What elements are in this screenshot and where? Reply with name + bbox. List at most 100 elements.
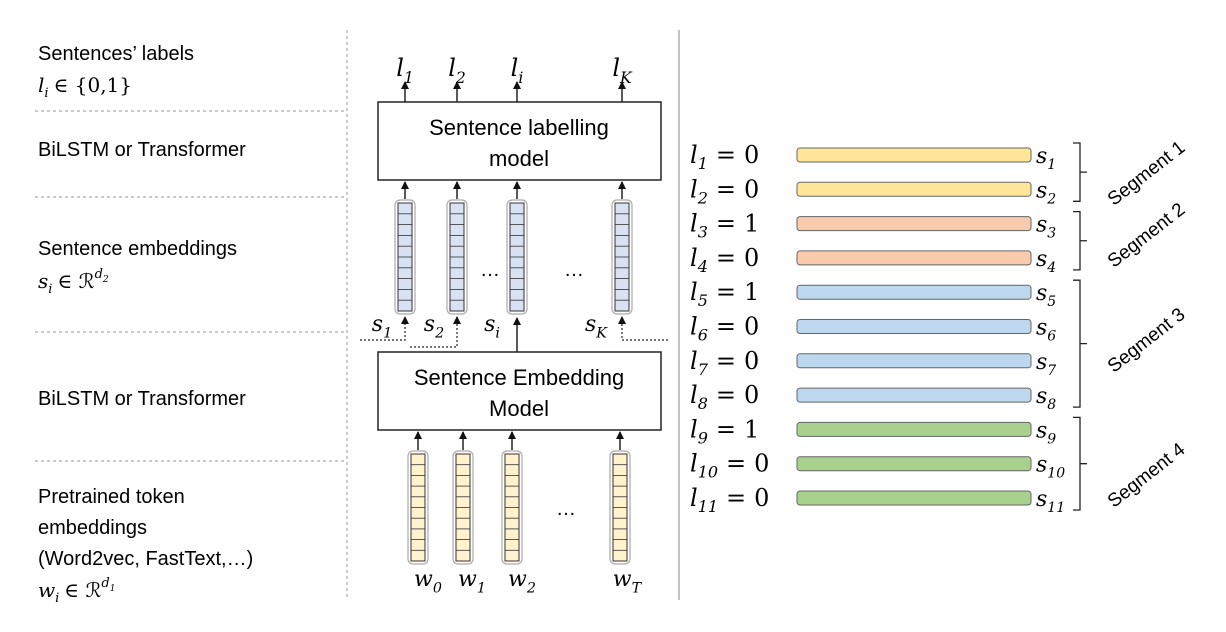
- token-vector-labels: w0 w1 w2 wT: [414, 567, 643, 597]
- token-to-model-arrows: [414, 431, 624, 450]
- embedding-model-line2: Model: [489, 396, 549, 421]
- segment-row: l10 = 0 s10: [690, 450, 1065, 482]
- sentence-embeddings-formula: si ∈ ℛd2: [38, 267, 109, 297]
- sentence-vector-K: [611, 199, 633, 315]
- labelling-model-line1: Sentence labelling: [429, 115, 609, 140]
- output-label-l1: l1: [396, 54, 414, 87]
- token-vectors: [407, 450, 631, 565]
- row-sentence-label: s7: [1036, 350, 1056, 379]
- segment-row: l6 = 0 s6: [690, 313, 1056, 345]
- token-embeddings-formula: wi ∈ ℛd1: [38, 576, 115, 606]
- row-label-equation: l2 = 0: [690, 175, 759, 207]
- sentence-vector-1: [394, 199, 416, 315]
- row-label-equation: l1 = 0: [690, 141, 759, 173]
- segment-row: l1 = 0 s1: [690, 141, 1056, 173]
- token-vector-0: [407, 450, 429, 565]
- sentence-vectors: [394, 199, 633, 315]
- sentence-vector-i: [506, 199, 528, 315]
- embedding-encoder-title: BiLSTM or Transformer: [38, 388, 246, 410]
- sentence-bar: [796, 387, 1032, 403]
- token-vector-T: [609, 450, 631, 565]
- sentence-label-si: si: [484, 312, 500, 342]
- row-sentence-label: s9: [1036, 418, 1056, 447]
- segment-bracket: [1073, 210, 1087, 271]
- token-vector-2: [501, 450, 523, 565]
- token-vector-1: [452, 450, 474, 565]
- sentence-bar: [796, 147, 1032, 163]
- row-sentence-label: s1: [1036, 144, 1056, 173]
- segment-row: l4 = 0 s4: [690, 244, 1056, 276]
- segment-label: Segment 4: [1104, 439, 1190, 512]
- row-label-equation: l11 = 0: [690, 484, 769, 516]
- segment-bracket: [1073, 142, 1087, 202]
- sentence-label-s1: s1: [372, 312, 392, 342]
- sentence-label-s2: s2: [424, 312, 444, 342]
- row-sentence-label: s6: [1036, 316, 1056, 345]
- row-label-equation: l5 = 1: [690, 278, 759, 310]
- connector-s1: [360, 316, 409, 341]
- row-label-equation: l7 = 0: [690, 347, 759, 379]
- layer-separators: [35, 30, 348, 600]
- layer-descriptions: Sentences’ labels li ∈ {0,1} BiLSTM or Tr…: [38, 43, 253, 606]
- sentence-labels-title: Sentences’ labels: [38, 43, 194, 65]
- row-label-equation: l6 = 0: [690, 313, 759, 345]
- sentence-bar: [796, 421, 1032, 437]
- sentence-bar: [796, 319, 1032, 334]
- segment-row: l7 = 0 s7: [690, 347, 1056, 379]
- sentence-bar: [796, 456, 1032, 472]
- row-sentence-label: s4: [1036, 247, 1056, 276]
- segment-row: l2 = 0 s2: [690, 175, 1056, 207]
- row-sentence-label: s5: [1036, 281, 1056, 310]
- row-label-equation: l10 = 0: [690, 450, 769, 482]
- token-label-w1: w1: [458, 567, 486, 597]
- segment-row: l5 = 1 s5: [690, 278, 1056, 310]
- row-label-equation: l8 = 0: [690, 381, 759, 413]
- sentence-ellipsis-2: …: [564, 259, 584, 281]
- token-embeddings-title-2: embeddings: [38, 517, 147, 539]
- segment-row: l9 = 1 s9: [690, 415, 1056, 447]
- output-labels: l1 l2 li lK: [396, 54, 633, 87]
- sentence-labels-formula: li ∈ {0,1}: [38, 73, 132, 101]
- row-label-equation: l4 = 0: [690, 244, 759, 276]
- sentence-bar: [796, 181, 1032, 197]
- token-label-w2: w2: [508, 567, 536, 597]
- output-label-l2: l2: [448, 54, 466, 87]
- labelling-encoder-title: BiLSTM or Transformer: [38, 139, 246, 161]
- sentence-bar: [796, 216, 1032, 232]
- sentence-bar: [796, 490, 1032, 506]
- sentence-ellipsis-1: …: [480, 259, 500, 281]
- row-sentence-label: s11: [1036, 487, 1065, 516]
- sentence-bar: [796, 353, 1032, 369]
- token-label-w0: w0: [414, 567, 442, 597]
- sentence-vector-2: [446, 199, 468, 315]
- row-sentence-label: s3: [1036, 213, 1056, 242]
- sentence-bar: [796, 284, 1032, 300]
- sentence-bar: [796, 250, 1032, 266]
- output-arrows: [401, 81, 626, 102]
- embedding-model-line1: Sentence Embedding: [414, 365, 624, 390]
- row-sentence-label: s10: [1036, 453, 1065, 482]
- sentence-to-model-arrows: [401, 181, 626, 199]
- segment-bracket: [1073, 416, 1087, 511]
- sentence-vector-labels: s1 s2 si sK: [372, 312, 609, 342]
- segment-bracket: [1073, 279, 1087, 408]
- segment-label: Segment 3: [1104, 304, 1189, 377]
- output-label-li: li: [511, 54, 524, 87]
- row-sentence-label: s8: [1036, 384, 1056, 413]
- row-label-equation: l3 = 1: [690, 210, 759, 242]
- sentence-embedding-model-box: [377, 351, 662, 431]
- row-label-equation: l9 = 1: [690, 415, 759, 447]
- sentence-embeddings-title: Sentence embeddings: [38, 238, 237, 260]
- architecture: l1 l2 li lK Sentence labelling model s1 s2 si…: [360, 54, 668, 597]
- segment-row: l3 = 1 s3: [690, 210, 1056, 242]
- labelling-model-line2: model: [489, 146, 549, 171]
- token-label-wT: wT: [613, 567, 643, 597]
- token-embeddings-title-3: (Word2vec, FastText,…): [38, 548, 253, 570]
- dotted-connectors: [360, 316, 668, 348]
- token-ellipsis: …: [556, 498, 576, 520]
- row-sentence-label: s2: [1036, 178, 1056, 207]
- sentence-labelling-model-box: [377, 101, 662, 181]
